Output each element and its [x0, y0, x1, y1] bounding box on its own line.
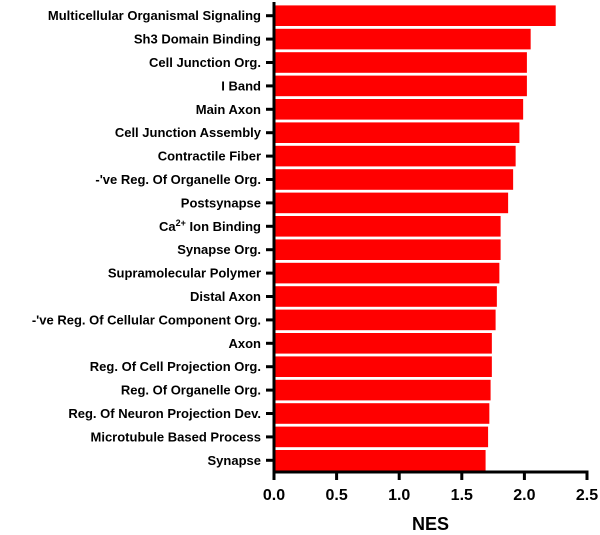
category-label: -'ve Reg. Of Cellular Component Org. — [32, 312, 261, 327]
bar-reg-of-neuron-projection-dev — [274, 403, 490, 424]
bar-synapse — [274, 450, 486, 471]
category-label: Distal Axon — [190, 289, 261, 304]
bars-group — [274, 5, 556, 471]
category-label: Postsynapse — [181, 195, 261, 210]
category-labels-group: Multicellular Organismal Signaling Sh3 Do… — [32, 8, 262, 468]
category-label: I Band — [221, 78, 261, 93]
x-tick-label: 0.5 — [325, 487, 347, 504]
bar-ve-reg-of-cellular-component-org — [274, 309, 496, 331]
bar-ca2-ion-binding — [274, 216, 501, 237]
category-label: Cell Junction Org. — [149, 55, 261, 70]
category-label: Axon — [229, 336, 262, 351]
category-label: Supramolecular Polymer — [108, 266, 261, 281]
category-label: Main Axon — [196, 102, 261, 117]
bar-microtubule-based-process — [274, 426, 489, 448]
category-label: -'ve Reg. Of Organelle Org. — [95, 172, 261, 187]
category-label: Reg. Of Cell Projection Org. — [90, 359, 261, 374]
bar-synapse-org — [274, 239, 501, 260]
category-label: Microtubule Based Process — [91, 429, 262, 444]
category-label: Cell Junction Assembly — [115, 125, 262, 140]
bar-cell-junction-org — [274, 52, 527, 73]
x-tick-label: 1.5 — [451, 487, 473, 504]
x-tick-label: 2.0 — [513, 487, 535, 504]
x-tick-label: 0.0 — [263, 487, 285, 504]
bar-supramolecular-polymer — [274, 262, 500, 284]
category-label: Reg. Of Organelle Org. — [121, 383, 261, 398]
x-axis-title: NES — [412, 514, 449, 534]
bar-postsynapse — [274, 192, 509, 214]
category-label: Multicellular Organismal Signaling — [48, 8, 261, 23]
bar-cell-junction-assembly — [274, 122, 520, 143]
y-ticks-group — [266, 14, 274, 462]
bar-reg-of-cell-projection-org — [274, 356, 492, 377]
bar-distal-axon — [274, 286, 497, 307]
x-tick-label: 2.5 — [576, 487, 598, 504]
category-label: Sh3 Domain Binding — [134, 32, 261, 47]
bar-i-band — [274, 75, 527, 97]
category-label: Synapse — [208, 453, 261, 468]
bar-ve-reg-of-organelle-org — [274, 169, 514, 190]
category-label: Ca2+ Ion Binding — [159, 218, 261, 234]
bar-axon — [274, 333, 492, 354]
x-tick-label: 1.0 — [388, 487, 410, 504]
category-label: Reg. Of Neuron Projection Dev. — [68, 406, 261, 421]
bar-multicellular-organismal-signaling — [274, 5, 556, 26]
bar-sh3-domain-binding — [274, 28, 531, 50]
bar-contractile-fiber — [274, 145, 516, 167]
bar-main-axon — [274, 99, 524, 120]
category-label: Synapse Org. — [177, 242, 261, 257]
bar-reg-of-organelle-org — [274, 379, 491, 401]
x-ticks-group: 0.0 0.5 1.0 1.5 2.0 2.5 — [263, 472, 598, 504]
category-label: Contractile Fiber — [158, 149, 261, 164]
